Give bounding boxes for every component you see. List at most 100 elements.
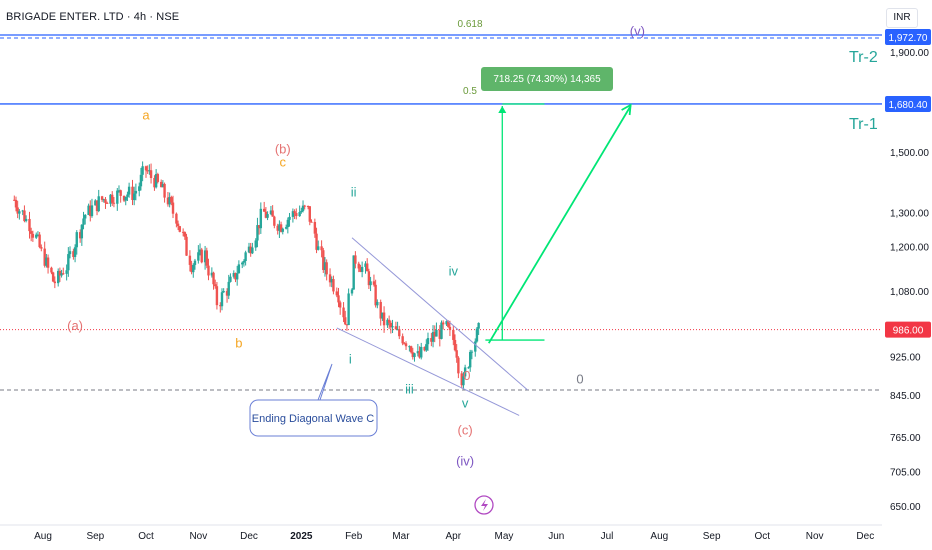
wave-label: 0 <box>463 368 470 383</box>
candle <box>188 250 192 272</box>
time-tick-label: Feb <box>345 531 363 542</box>
candle <box>134 183 138 201</box>
candle-body <box>219 305 222 307</box>
candle <box>45 253 48 268</box>
candle-body <box>438 329 442 339</box>
candle <box>423 346 426 352</box>
candle <box>420 342 423 360</box>
candle <box>60 269 63 278</box>
candle <box>24 215 28 223</box>
candle <box>126 191 129 201</box>
candle-body <box>13 199 16 201</box>
candle <box>259 202 263 234</box>
candle <box>244 250 247 266</box>
candle <box>192 263 195 278</box>
candle <box>347 288 350 326</box>
candle-body <box>102 199 105 201</box>
candle-body <box>131 186 134 201</box>
candle-body <box>347 293 350 326</box>
candle <box>89 200 92 222</box>
measure-box <box>481 67 613 91</box>
candle <box>207 258 210 281</box>
candle-body <box>286 219 290 228</box>
candle <box>29 227 33 242</box>
candle <box>308 206 311 226</box>
candle <box>323 257 327 277</box>
candle <box>28 211 31 239</box>
candle <box>342 302 345 323</box>
candle <box>72 248 75 260</box>
candle-body <box>306 205 310 207</box>
candle-body <box>413 353 416 358</box>
candle-body <box>36 234 40 236</box>
candle-body <box>203 250 207 263</box>
candle <box>68 246 72 259</box>
candle <box>170 195 173 206</box>
wave-label: b <box>235 336 242 351</box>
candle-body <box>281 228 284 232</box>
candle <box>100 195 104 203</box>
wedge-lower-line <box>336 327 520 416</box>
candle <box>171 195 175 219</box>
candle <box>367 268 371 290</box>
candle <box>389 320 393 334</box>
candle-body <box>276 225 279 231</box>
candle-body <box>127 186 131 195</box>
candle <box>203 245 207 270</box>
candle-body <box>435 329 438 337</box>
candle <box>477 322 480 335</box>
wave-label: v <box>462 396 469 411</box>
currency-button[interactable]: INR <box>886 8 918 28</box>
candle-body <box>207 265 210 276</box>
lightning-icon-bolt <box>481 499 488 511</box>
candle <box>73 244 77 263</box>
candle-body <box>474 341 477 352</box>
candle-body <box>323 262 327 270</box>
candle <box>146 165 149 174</box>
time-tick-label: Jun <box>548 531 564 542</box>
candle-body <box>214 284 217 287</box>
candle <box>401 333 404 346</box>
candle-body <box>332 279 335 292</box>
candle-body <box>38 234 41 248</box>
candle-body <box>376 301 379 306</box>
candle-body <box>315 233 318 250</box>
candle <box>219 302 222 313</box>
candle-body <box>148 170 151 172</box>
price-tick-label: 925.00 <box>890 353 921 364</box>
candle-body <box>124 196 127 201</box>
candle <box>408 345 411 352</box>
candle-body <box>100 196 104 200</box>
candle <box>276 223 279 235</box>
annotation-box <box>249 399 378 437</box>
time-tick-label: Dec <box>856 531 874 542</box>
candle-body <box>357 263 360 269</box>
candle-body <box>134 190 138 194</box>
candle <box>357 261 360 273</box>
candle <box>138 182 141 197</box>
candle-body <box>154 174 158 188</box>
candle-body <box>18 211 21 214</box>
candle-body <box>431 331 435 342</box>
candle <box>264 207 268 219</box>
candle-body <box>78 232 82 239</box>
candle <box>21 209 24 216</box>
candle <box>467 366 470 369</box>
candle <box>435 322 438 337</box>
candle <box>338 300 342 315</box>
candle-body <box>122 195 126 201</box>
candle <box>262 201 266 212</box>
candle <box>440 320 443 340</box>
candle <box>379 299 382 326</box>
candle <box>97 189 100 213</box>
candle <box>149 163 153 184</box>
price-tick-label: 1,300.00 <box>890 209 929 220</box>
candle-body <box>234 272 237 280</box>
candle <box>332 275 335 295</box>
candle-body <box>14 199 18 208</box>
candle <box>445 320 448 327</box>
candle-body <box>254 240 257 248</box>
candle <box>369 276 372 292</box>
candle-body <box>300 210 303 213</box>
